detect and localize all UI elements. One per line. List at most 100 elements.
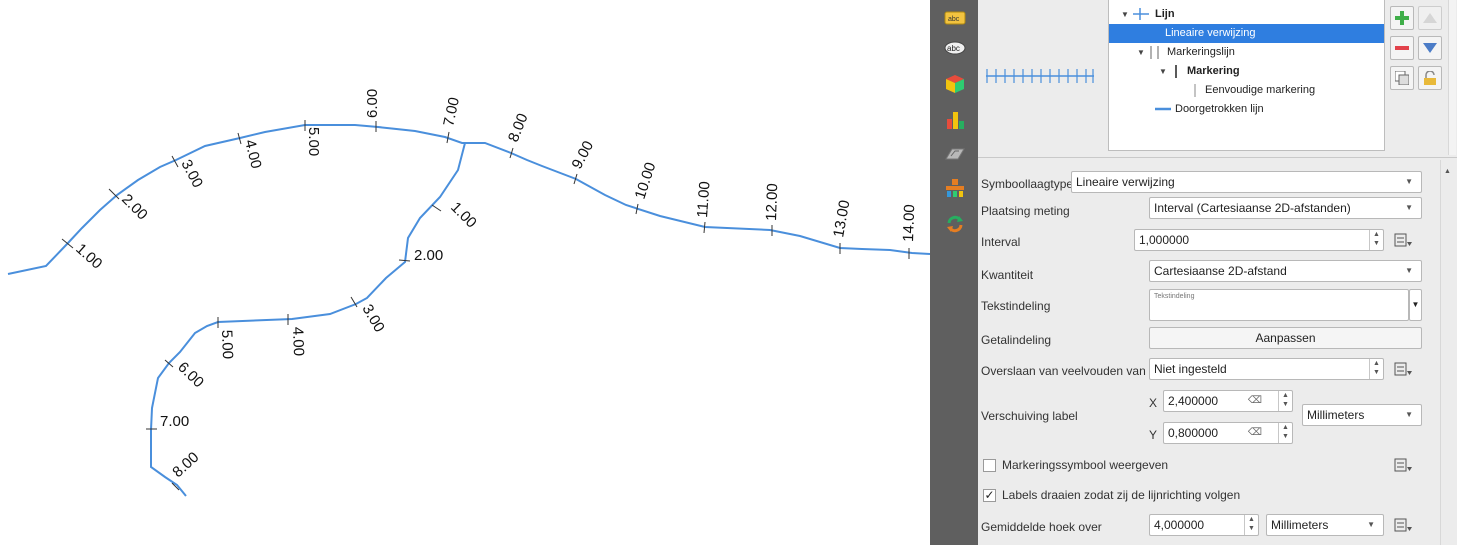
text-format-menu-button[interactable]: ▼ [1409,289,1422,321]
main-label-6: 6.00 [364,89,381,118]
spin-arrows-icon[interactable]: ▲ ▼ [1278,423,1292,443]
data-defined-override-button[interactable] [1392,229,1414,251]
symbol-layer-type-combo[interactable]: Lineaire verwijzing [1071,171,1422,193]
clear-icon[interactable]: ⌫ [1247,427,1262,438]
data-defined-override-button[interactable] [1392,358,1414,380]
main-label-11: 11.00 [694,181,714,219]
fields-icon[interactable] [944,178,966,198]
main-label-13: 13.00 [830,199,853,239]
spin-arrows-icon[interactable]: ▲ ▼ [1278,391,1292,411]
move-down-button[interactable] [1418,36,1442,60]
branch-label-6: 6.00 [174,359,207,392]
interval-value: 1,000000 [1139,233,1190,247]
clear-icon[interactable]: ⌫ [1247,395,1262,406]
add-layer-button[interactable] [1390,6,1414,30]
text-label-icon[interactable]: abc [944,38,966,58]
move-up-icon [1423,13,1437,23]
symbol-layer-type-label: Symboollaagtype [981,177,1074,191]
spin-arrows-icon[interactable]: ▲ ▼ [1369,359,1383,379]
tree-row-label: Lineaire verwijzing [1165,27,1256,39]
tree-row-label: Doorgetrokken lijn [1175,103,1264,115]
lock-icon [1424,71,1436,85]
offset-x-label: X [1149,396,1158,410]
offset-unit-combo[interactable]: Millimeters [1302,404,1422,426]
main-ticks [61,120,910,259]
tree-row-label: Markeringslijn [1167,46,1235,58]
3d-cube-icon[interactable] [944,74,966,94]
main-label-8: 8.00 [505,111,532,144]
simple-line-icon [1155,107,1171,111]
main-line [7,124,930,275]
spin-arrows-icon[interactable]: ▲ ▼ [1244,515,1258,535]
style-icon-bar: abc abc [930,0,978,545]
text-format-button[interactable]: Tekstindeling [1149,289,1409,321]
branch-label-1: 1.00 [447,199,480,232]
average-angle-label: Gemiddelde hoek over [981,520,1102,534]
average-angle-spinbox[interactable]: 4,000000 ▲ ▼ [1149,514,1259,536]
actions-icon[interactable] [944,214,966,234]
tree-row-label: Eenvoudige markering [1205,84,1316,96]
properties-form: Symboollaagtype Lineaire verwijzing Plaa… [978,157,1457,546]
offset-x-value: 2,400000 [1168,394,1219,408]
lock-button[interactable] [1418,66,1442,90]
move-up-button[interactable] [1418,6,1442,30]
branch-line [150,142,466,497]
tree-row-markering[interactable]: ▼ Markering [1109,62,1384,81]
diagram-icon[interactable] [944,110,966,130]
tree-row-lijn[interactable]: ▼ Lijn [1109,5,1384,24]
spin-arrows-icon[interactable]: ▲ ▼ [1369,230,1383,250]
data-defined-override-button[interactable] [1392,454,1414,476]
number-format-button[interactable]: Aanpassen [1149,327,1422,349]
tree-row-label: Lijn [1155,8,1175,20]
mask-icon[interactable] [944,144,966,164]
expand-arrow-icon[interactable]: ▼ [1159,67,1167,76]
skip-multiples-spinbox[interactable]: Niet ingesteld ▲ ▼ [1149,358,1384,380]
interval-spinbox[interactable]: 1,000000 ▲ ▼ [1134,229,1384,251]
map-canvas[interactable]: 1.00 2.00 3.00 4.00 5.00 6.00 7.00 8.00 … [0,0,930,545]
scroll-up-icon[interactable]: ▲ [1444,168,1451,175]
data-defined-icon [1394,458,1412,472]
svg-text:abc: abc [948,16,960,23]
show-marker-label: Markeringssymbool weergeven [1002,458,1169,472]
marker-icon [1175,65,1177,78]
main-label-2: 2.00 [118,191,151,224]
tree-row-lineaire-verwijzing[interactable]: Lineaire verwijzing [1109,24,1384,43]
rotate-labels-checkbox[interactable]: ✓ [983,488,996,502]
expand-arrow-icon[interactable]: ▼ [1121,10,1129,19]
offset-y-spinbox[interactable]: 0,800000 ⌫ ▲ ▼ [1163,422,1293,444]
offset-x-spinbox[interactable]: 2,400000 ⌫ ▲ ▼ [1163,390,1293,412]
marker-line-icon [1150,46,1159,59]
data-defined-icon [1394,518,1412,532]
offset-y-value: 0,800000 [1168,426,1219,440]
average-angle-unit-combo[interactable]: Millimeters [1266,514,1384,536]
skip-multiples-value: Niet ingesteld [1154,362,1227,376]
placement-combo[interactable]: Interval (Cartesiaanse 2D-afstanden) [1149,197,1422,219]
number-format-label: Getalindeling [981,333,1052,347]
tree-row-markeringslijn[interactable]: ▼ Markeringslijn [1109,43,1384,62]
main-label-12: 12.00 [763,183,781,221]
remove-layer-icon [1395,46,1409,50]
label-settings-icon[interactable]: abc [944,8,966,28]
quantity-combo[interactable]: Cartesiaanse 2D-afstand [1149,260,1422,282]
symbol-layer-area: ▼ Lijn Lineaire verwijzing ▼ Markeringsl… [978,0,1457,155]
interval-label: Interval [981,235,1021,249]
expand-arrow-icon[interactable]: ▼ [1137,48,1145,57]
tree-scrollbar[interactable] [1448,0,1456,155]
branch-label-2: 2.00 [414,247,443,264]
move-down-icon [1423,43,1437,53]
text-format-preview: Tekstindeling [1154,293,1195,300]
branch-label-5: 5.00 [218,330,236,360]
remove-layer-button[interactable] [1390,36,1414,60]
branch-label-3: 3.00 [359,302,388,336]
skip-multiples-label: Overslaan van veelvouden van [981,364,1146,378]
tree-row-doorgetrokken-lijn[interactable]: Doorgetrokken lijn [1109,100,1384,119]
symbol-layer-tree: ▼ Lijn Lineaire verwijzing ▼ Markeringsl… [1108,0,1385,151]
properties-scrollbar[interactable]: ▲ [1440,160,1455,545]
label-offset-label: Verschuiving label [981,409,1078,423]
data-defined-override-button[interactable] [1392,514,1414,536]
main-label-5: 5.00 [305,127,322,156]
duplicate-layer-button[interactable] [1390,66,1414,90]
main-label-9: 9.00 [569,138,598,172]
show-marker-checkbox[interactable] [983,459,996,472]
tree-row-eenvoudige-markering[interactable]: Eenvoudige markering [1109,81,1384,100]
